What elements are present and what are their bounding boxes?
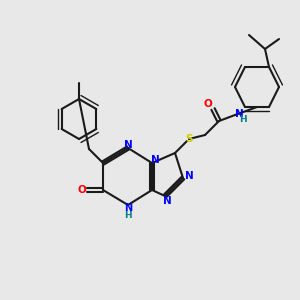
Text: N: N	[163, 196, 171, 206]
Text: S: S	[185, 134, 193, 144]
Text: O: O	[78, 185, 86, 195]
Text: H: H	[124, 211, 132, 220]
Text: N: N	[124, 140, 132, 150]
Text: N: N	[184, 171, 194, 181]
Text: H: H	[239, 116, 247, 124]
Text: N: N	[151, 155, 159, 165]
Text: N: N	[124, 203, 132, 213]
Text: O: O	[204, 99, 212, 109]
Text: N: N	[235, 109, 243, 119]
